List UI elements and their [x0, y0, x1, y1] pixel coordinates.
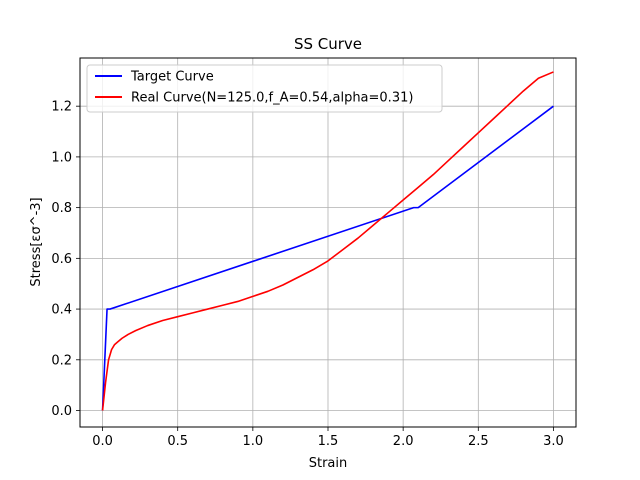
- y-tick-label: 1.0: [51, 150, 72, 165]
- x-tick-label: 1.0: [243, 434, 264, 449]
- real-curve-line: [101, 71, 554, 411]
- y-tick-label: 0.6: [51, 252, 72, 267]
- target-curve-line: [101, 105, 554, 411]
- x-tick-label: 2.0: [393, 434, 414, 449]
- series-lines: [101, 71, 554, 411]
- legend-label-real: Real Curve(N=125.0,f_A=0.54,alpha=0.31): [131, 91, 413, 106]
- legend: Target Curve Real Curve(N=125.0,f_A=0.54…: [86, 64, 443, 113]
- x-tick-label: 0.0: [92, 434, 113, 449]
- y-tick-label: 0.0: [51, 404, 72, 419]
- x-tick-label: 1.5: [318, 434, 339, 449]
- y-axis-label: Stress[εσ^-3]: [29, 197, 44, 286]
- x-tick-label: 0.5: [167, 434, 188, 449]
- y-tick-label: 0.8: [51, 201, 72, 216]
- x-tick-label: 3.0: [543, 434, 564, 449]
- axis-ticks: 0.0 0.5 1.0 1.5 2.0 2.5 3.0 0.0 0.2 0.4 0.6 0.8 1.0 1…: [51, 100, 563, 449]
- x-axis-label: Strain: [309, 456, 348, 471]
- y-tick-label: 1.2: [51, 100, 72, 115]
- legend-label-target: Target Curve: [130, 70, 214, 85]
- x-tick-label: 2.5: [468, 434, 489, 449]
- chart-title: SS Curve: [294, 35, 362, 53]
- legend-box: [86, 64, 443, 113]
- y-tick-label: 0.4: [51, 303, 72, 318]
- y-tick-label: 0.2: [51, 353, 72, 368]
